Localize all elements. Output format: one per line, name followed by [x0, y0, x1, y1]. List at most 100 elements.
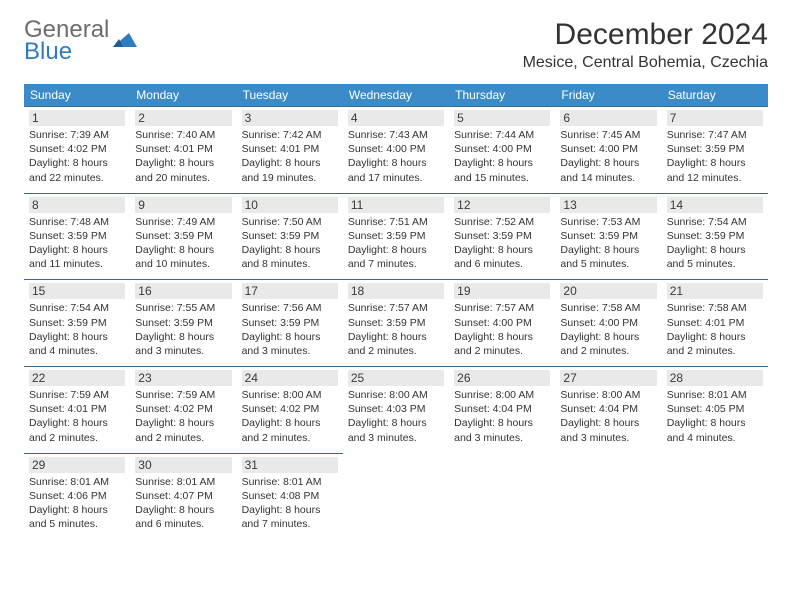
day-number: 17: [242, 283, 338, 299]
sunrise-line: Sunrise: 7:44 AM: [454, 128, 550, 142]
daylight-line-1: Daylight: 8 hours: [29, 243, 125, 257]
calendar-cell: 10Sunrise: 7:50 AMSunset: 3:59 PMDayligh…: [237, 193, 343, 280]
daylight-line-1: Daylight: 8 hours: [135, 156, 231, 170]
day-number: 13: [560, 197, 656, 213]
calendar-cell-empty: [555, 453, 661, 540]
title-block: December 2024 Mesice, Central Bohemia, C…: [523, 18, 768, 72]
daylight-line-1: Daylight: 8 hours: [348, 330, 444, 344]
calendar-cell: 13 Sunrise: 7:53 AMSunset: 3:59 PMDayligh…: [555, 193, 661, 280]
day-number: 8: [29, 197, 125, 213]
daylight-line-1: Daylight: 8 hours: [454, 156, 550, 170]
daylight-line-1: Daylight: 8 hours: [560, 156, 656, 170]
sunset-line: Sunset: 4:00 PM: [560, 316, 656, 330]
sunset-line: Sunset: 4:02 PM: [135, 402, 231, 416]
month-title: December 2024: [523, 18, 768, 52]
daylight-line-1: Daylight: 8 hours: [348, 416, 444, 430]
sunset-line: Sunset: 4:08 PM: [242, 489, 338, 503]
sunset-line: Sunset: 4:07 PM: [135, 489, 231, 503]
day-number: 31: [242, 457, 338, 473]
daylight-line-1: Daylight: 8 hours: [29, 503, 125, 517]
sunset-line: Sunset: 4:01 PM: [135, 142, 231, 156]
daylight-line-2: and 5 minutes.: [667, 257, 763, 271]
daylight-line-2: and 2 minutes.: [667, 344, 763, 358]
daylight-line-2: and 12 minutes.: [667, 171, 763, 185]
sunrise-line: Sunrise: 8:01 AM: [29, 475, 125, 489]
day-number: 25: [348, 370, 444, 386]
day-number: 12: [454, 197, 550, 213]
calendar-cell: 8Sunrise: 7:48 AMSunset: 3:59 PMDaylight…: [24, 193, 130, 280]
daylight-line-2: and 11 minutes.: [29, 257, 125, 271]
daylight-line-2: and 3 minutes.: [242, 344, 338, 358]
sunset-line: Sunset: 4:01 PM: [667, 316, 763, 330]
sunrise-line: Sunrise: 7:58 AM: [560, 301, 656, 315]
sunset-line: Sunset: 3:59 PM: [242, 316, 338, 330]
daylight-line-2: and 2 minutes.: [135, 431, 231, 445]
day-number: 20: [560, 283, 656, 299]
sunset-line: Sunset: 4:00 PM: [348, 142, 444, 156]
daylight-line-2: and 2 minutes.: [560, 344, 656, 358]
day-number: 23: [135, 370, 231, 386]
sunrise-line: Sunrise: 8:01 AM: [667, 388, 763, 402]
calendar-cell: 12Sunrise: 7:52 AMSunset: 3:59 PMDayligh…: [449, 193, 555, 280]
sunrise-line: Sunrise: 7:54 AM: [29, 301, 125, 315]
daylight-line-2: and 20 minutes.: [135, 171, 231, 185]
daylight-line-2: and 2 minutes.: [454, 344, 550, 358]
sunset-line: Sunset: 4:01 PM: [242, 142, 338, 156]
day-number: 30: [135, 457, 231, 473]
sunrise-line: Sunrise: 7:40 AM: [135, 128, 231, 142]
sunset-line: Sunset: 3:59 PM: [348, 316, 444, 330]
calendar-cell: 17Sunrise: 7:56 AMSunset: 3:59 PMDayligh…: [237, 279, 343, 366]
calendar-grid: SundayMondayTuesdayWednesdayThursdayFrid…: [24, 84, 768, 539]
sunrise-line: Sunrise: 7:53 AM: [560, 215, 656, 229]
calendar-page: General Blue December 2024 Mesice, Centr…: [0, 0, 792, 612]
day-number: 28: [667, 370, 763, 386]
sunset-line: Sunset: 4:06 PM: [29, 489, 125, 503]
sunrise-line: Sunrise: 7:54 AM: [667, 215, 763, 229]
sunrise-line: Sunrise: 7:42 AM: [242, 128, 338, 142]
sunrise-line: Sunrise: 7:58 AM: [667, 301, 763, 315]
day-number: 24: [242, 370, 338, 386]
daylight-line-2: and 2 minutes.: [29, 431, 125, 445]
sunrise-line: Sunrise: 7:57 AM: [348, 301, 444, 315]
day-number: 11: [348, 197, 444, 213]
daylight-line-1: Daylight: 8 hours: [348, 156, 444, 170]
day-number: 3: [242, 110, 338, 126]
daylight-line-1: Daylight: 8 hours: [560, 330, 656, 344]
calendar-cell: 4Sunrise: 7:43 AMSunset: 4:00 PMDaylight…: [343, 106, 449, 193]
calendar-cell: 28Sunrise: 8:01 AMSunset: 4:05 PMDayligh…: [662, 366, 768, 453]
day-number: 5: [454, 110, 550, 126]
daylight-line-1: Daylight: 8 hours: [242, 243, 338, 257]
weekday-header: Wednesday: [343, 84, 449, 106]
daylight-line-1: Daylight: 8 hours: [454, 416, 550, 430]
daylight-line-2: and 22 minutes.: [29, 171, 125, 185]
calendar-cell: 7Sunrise: 7:47 AMSunset: 3:59 PMDaylight…: [662, 106, 768, 193]
daylight-line-2: and 17 minutes.: [348, 171, 444, 185]
calendar-cell: 16Sunrise: 7:55 AMSunset: 3:59 PMDayligh…: [130, 279, 236, 366]
day-number: 29: [29, 457, 125, 473]
sunset-line: Sunset: 4:01 PM: [29, 402, 125, 416]
day-number: 15: [29, 283, 125, 299]
daylight-line-1: Daylight: 8 hours: [135, 503, 231, 517]
weekday-header: Sunday: [24, 84, 130, 106]
sunrise-line: Sunrise: 8:00 AM: [560, 388, 656, 402]
sunset-line: Sunset: 4:03 PM: [348, 402, 444, 416]
daylight-line-1: Daylight: 8 hours: [560, 243, 656, 257]
daylight-line-2: and 3 minutes.: [348, 431, 444, 445]
daylight-line-2: and 7 minutes.: [348, 257, 444, 271]
sunset-line: Sunset: 4:04 PM: [454, 402, 550, 416]
calendar-cell: 6Sunrise: 7:45 AMSunset: 4:00 PMDaylight…: [555, 106, 661, 193]
day-number: 21: [667, 283, 763, 299]
sunset-line: Sunset: 3:59 PM: [135, 229, 231, 243]
daylight-line-1: Daylight: 8 hours: [348, 243, 444, 257]
sunrise-line: Sunrise: 7:39 AM: [29, 128, 125, 142]
weekday-header: Tuesday: [237, 84, 343, 106]
sunset-line: Sunset: 3:59 PM: [560, 229, 656, 243]
sunset-line: Sunset: 3:59 PM: [29, 316, 125, 330]
sunrise-line: Sunrise: 7:59 AM: [135, 388, 231, 402]
daylight-line-2: and 7 minutes.: [242, 517, 338, 531]
daylight-line-1: Daylight: 8 hours: [135, 243, 231, 257]
sunrise-line: Sunrise: 7:55 AM: [135, 301, 231, 315]
daylight-line-1: Daylight: 8 hours: [667, 243, 763, 257]
daylight-line-2: and 14 minutes.: [560, 171, 656, 185]
weekday-header: Monday: [130, 84, 236, 106]
